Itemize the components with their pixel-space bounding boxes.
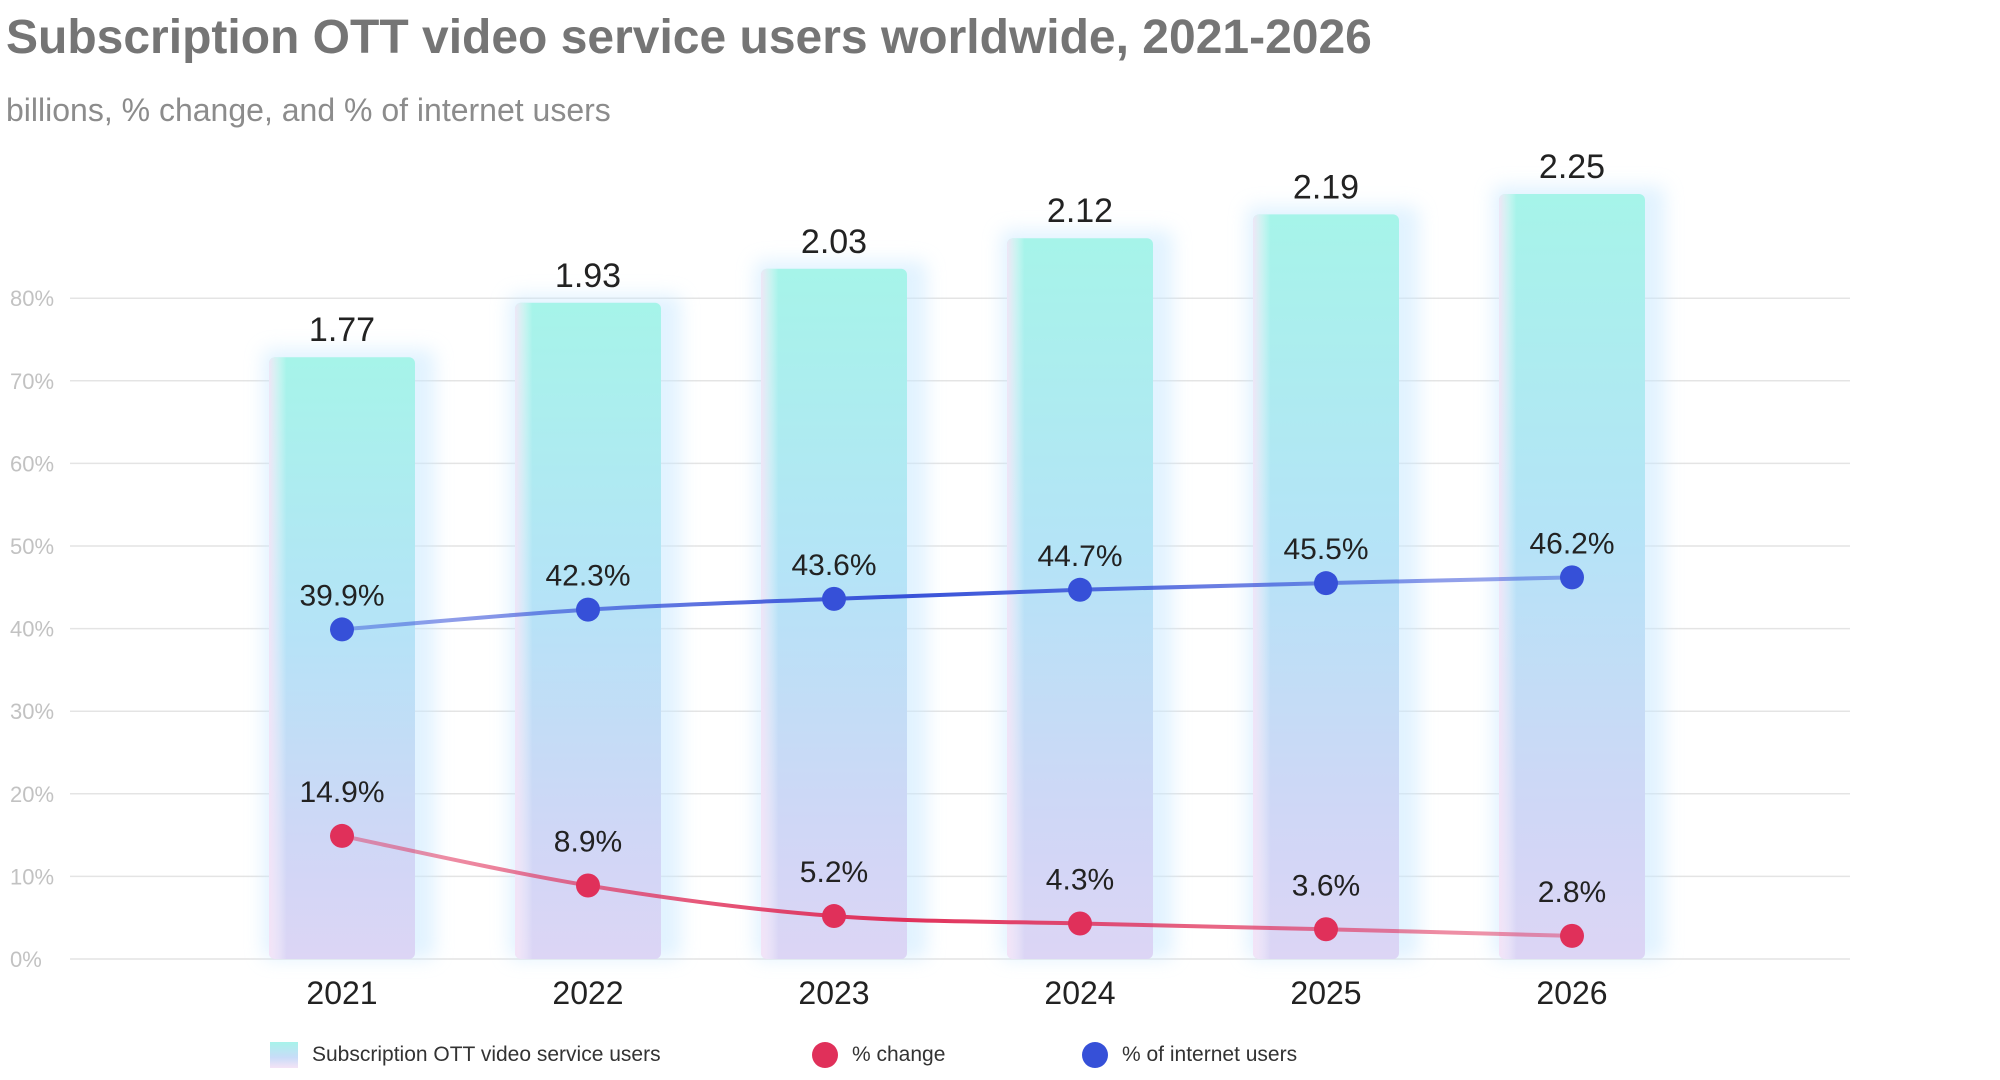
point-change	[1068, 911, 1092, 936]
y-tick-label: 40%	[10, 617, 54, 642]
legend-label-change: % change	[852, 1043, 946, 1066]
legend-bar-swatch	[270, 1042, 298, 1068]
x-tick-label: 2025	[1290, 975, 1361, 1011]
bar-value-label: 2.19	[1293, 168, 1359, 206]
point-label-change: 5.2%	[800, 856, 868, 889]
x-tick-label: 2021	[306, 975, 377, 1011]
bars	[263, 186, 1665, 959]
point-label-change: 8.9%	[554, 825, 622, 858]
bar-edge-tint	[269, 357, 415, 959]
bar-edge-tint	[761, 268, 907, 959]
point-change	[1560, 923, 1584, 948]
y-tick-label: 30%	[10, 699, 54, 724]
y-tick-label: 20%	[10, 782, 54, 807]
y-axis-ticks: 0% 10% 20% 30% 40% 50% 60% 70% 80%	[10, 286, 54, 972]
chart-title: Subscription OTT video service users wor…	[6, 11, 1372, 64]
point-label-change: 3.6%	[1292, 869, 1360, 902]
data-labels: 1.77 1.93 2.03 2.12 2.19 2.25 14.9% 8.9% 5.2% 4.3…	[299, 148, 1614, 909]
point-label-internet: 39.9%	[299, 579, 384, 612]
y-tick-label: 70%	[10, 369, 54, 394]
point-label-internet: 42.3%	[545, 560, 630, 593]
x-tick-label: 2024	[1044, 975, 1115, 1011]
point-internet	[1068, 577, 1092, 602]
bar-value-label: 2.25	[1539, 148, 1605, 186]
legend-item-change: % change	[812, 1040, 945, 1070]
lines	[330, 565, 1584, 948]
legend-label-internet: % of internet users	[1122, 1043, 1298, 1066]
x-tick-label: 2023	[798, 975, 869, 1011]
point-internet	[822, 586, 846, 611]
point-label-change: 2.8%	[1538, 876, 1606, 909]
bar-value-label: 2.03	[801, 223, 867, 261]
y-tick-label: 50%	[10, 534, 54, 559]
x-tick-label: 2022	[552, 975, 623, 1011]
point-change	[576, 873, 600, 898]
bar-value-label: 2.12	[1047, 192, 1113, 230]
point-change	[330, 823, 354, 848]
x-tick-label: 2026	[1536, 975, 1607, 1011]
line-change	[341, 833, 1573, 938]
bar-edge-tint	[515, 302, 661, 959]
legend-item-internet: % of internet users	[1082, 1040, 1297, 1070]
point-label-internet: 46.2%	[1529, 527, 1614, 560]
point-label-internet: 44.7%	[1037, 540, 1122, 573]
point-internet	[1314, 571, 1338, 596]
point-change	[822, 904, 846, 929]
point-internet	[330, 617, 354, 642]
point-label-internet: 43.6%	[791, 549, 876, 582]
point-label-internet: 45.5%	[1283, 533, 1368, 566]
line-internet	[341, 575, 1573, 632]
y-tick-label: 80%	[10, 286, 54, 311]
point-internet	[576, 597, 600, 622]
legend-label-users: Subscription OTT video service users	[312, 1043, 661, 1066]
bar-value-label: 1.93	[555, 257, 621, 295]
legend-item-users: Subscription OTT video service users	[270, 1040, 661, 1070]
y-tick-label: 10%	[10, 864, 54, 889]
x-axis-ticks: 2021 2022 2023 2024 2025 2026	[306, 975, 1607, 1011]
y-tick-label: 60%	[10, 451, 54, 476]
point-label-change: 14.9%	[299, 776, 384, 809]
bar-value-label: 1.77	[309, 311, 375, 349]
legend-dot-internet	[1082, 1042, 1108, 1068]
chart-subtitle: billions, % change, and % of internet us…	[6, 92, 611, 128]
point-label-change: 4.3%	[1046, 863, 1114, 896]
legend-dot-change	[812, 1042, 838, 1068]
point-change	[1314, 917, 1338, 942]
y-tick-label: 0%	[10, 947, 42, 972]
point-internet	[1560, 565, 1584, 590]
